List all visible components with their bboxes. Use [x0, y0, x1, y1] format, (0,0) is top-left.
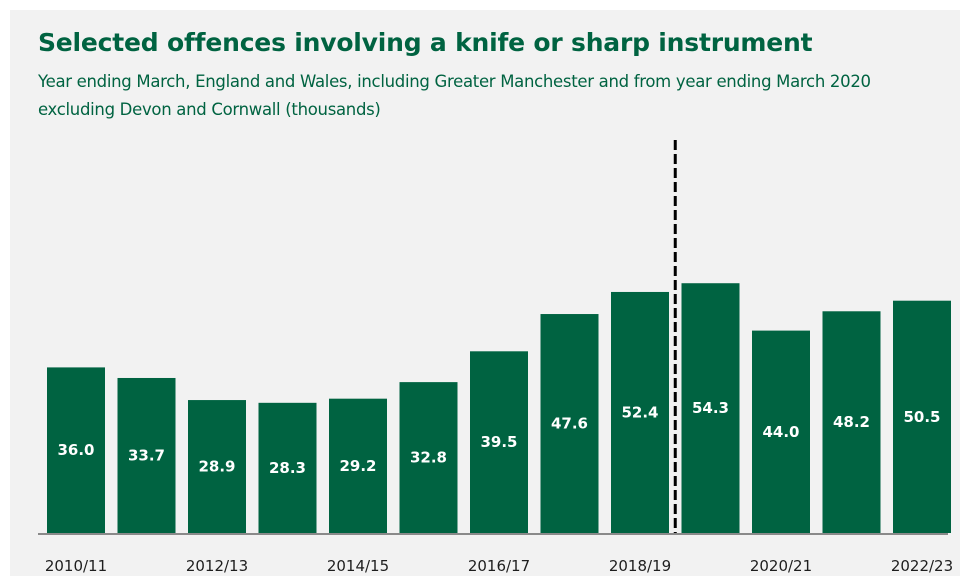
- chart-title: Selected offences involving a knife or s…: [38, 28, 813, 57]
- bar-2010/11: [47, 367, 105, 533]
- value-label-2012/13: 28.9: [198, 458, 235, 476]
- x-tick-label: 2012/13: [186, 557, 248, 575]
- bar-2014/15: [329, 398, 387, 533]
- value-label-2018/19: 52.4: [621, 403, 658, 421]
- value-label-2017/18: 47.6: [551, 415, 588, 433]
- bar-2018/19: [611, 291, 669, 533]
- value-label-2010/11: 36.0: [57, 441, 94, 459]
- bar-2019/20: [681, 283, 740, 533]
- x-tick-label: 2010/11: [45, 557, 107, 575]
- x-tick-label: 2020/21: [750, 557, 812, 575]
- value-label-2021/22: 48.2: [833, 413, 870, 431]
- bar-2011/12: [117, 377, 176, 533]
- x-tick-labels-group: 2010/11 2012/13 2014/15 2016/17 2018/19 2020/…: [45, 557, 953, 575]
- value-label-2014/15: 29.2: [339, 457, 376, 475]
- bar-2021/22: [822, 311, 881, 533]
- value-label-2016/17: 39.5: [480, 433, 517, 451]
- value-label-2015/16: 32.8: [410, 449, 447, 467]
- chart-subtitle: Year ending March, England and Wales, in…: [38, 72, 871, 119]
- bars-group: [47, 283, 951, 533]
- bar-2012/13: [188, 400, 246, 533]
- value-labels-group: 36.0 33.7 28.9 28.3 29.2 32.8 39.5 47.6 52.4 54.3…: [57, 399, 940, 477]
- x-tick-label: 2018/19: [609, 557, 671, 575]
- bar-2017/18: [540, 314, 599, 533]
- bar-2022/23: [893, 300, 951, 533]
- bar-2020/21: [752, 330, 810, 533]
- bar-2016/17: [470, 351, 528, 533]
- value-label-2020/21: 44.0: [762, 423, 799, 441]
- value-label-2022/23: 50.5: [903, 408, 940, 426]
- value-label-2019/20: 54.3: [692, 399, 729, 417]
- bar-2015/16: [399, 382, 458, 533]
- bar-2013/14: [258, 402, 317, 533]
- x-tick-label: 2016/17: [468, 557, 530, 575]
- x-tick-label: 2022/23: [891, 557, 953, 575]
- value-label-2011/12: 33.7: [128, 446, 165, 464]
- value-label-2013/14: 28.3: [269, 459, 306, 477]
- x-tick-label: 2014/15: [327, 557, 389, 575]
